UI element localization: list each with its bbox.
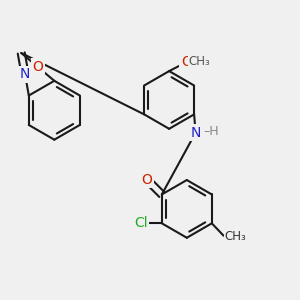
Text: Cl: Cl	[134, 216, 147, 230]
Text: CH₃: CH₃	[189, 55, 210, 68]
Text: O: O	[181, 55, 192, 69]
Text: –H: –H	[204, 125, 220, 138]
Text: O: O	[142, 173, 152, 187]
Text: N: N	[190, 126, 201, 140]
Text: CH₃: CH₃	[225, 230, 247, 243]
Text: N: N	[20, 67, 30, 81]
Text: O: O	[32, 60, 43, 74]
